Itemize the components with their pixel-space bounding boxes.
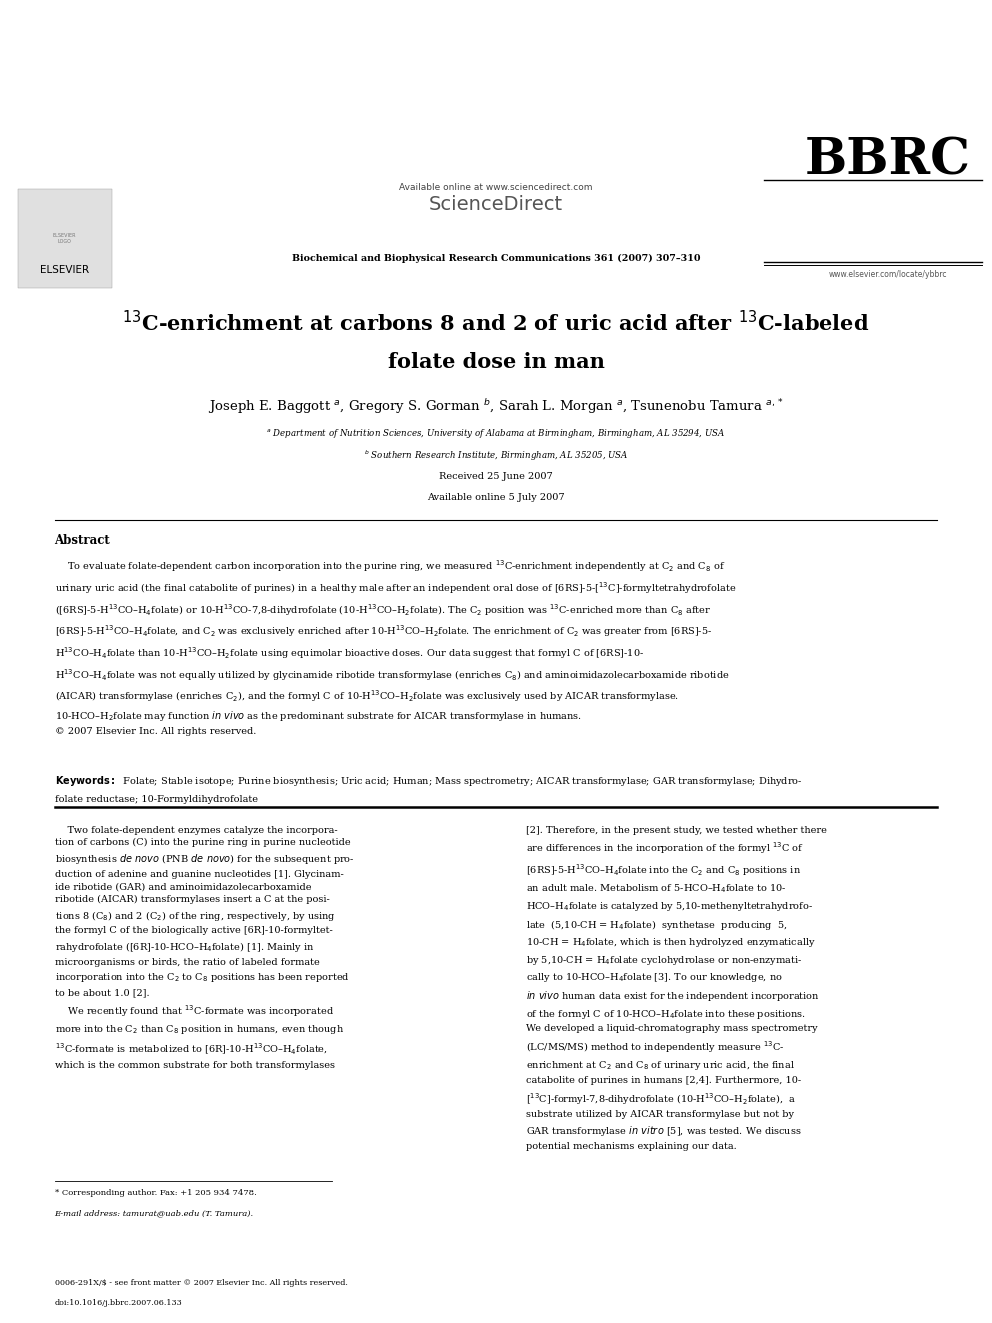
Text: doi:10.1016/j.bbrc.2007.06.133: doi:10.1016/j.bbrc.2007.06.133 [55,1299,183,1307]
Text: BBRC: BBRC [805,136,971,185]
Text: Biochemical and Biophysical Research Communications 361 (2007) 307–310: Biochemical and Biophysical Research Com… [292,254,700,263]
Text: ScienceDirect: ScienceDirect [429,196,563,214]
Text: www.elsevier.com/locate/ybbrc: www.elsevier.com/locate/ybbrc [828,270,947,279]
Text: $^{a}$ Department of Nutrition Sciences, University of Alabama at Birmingham, Bi: $^{a}$ Department of Nutrition Sciences,… [266,427,726,441]
Text: folate reductase; 10-Formyldihydrofolate: folate reductase; 10-Formyldihydrofolate [55,795,258,804]
Text: E-mail address: tamurat@uab.edu (T. Tamura).: E-mail address: tamurat@uab.edu (T. Tamu… [55,1209,254,1217]
Text: Joseph E. Baggott $^{a}$, Gregory S. Gorman $^{b}$, Sarah L. Morgan $^{a}$, Tsun: Joseph E. Baggott $^{a}$, Gregory S. Gor… [208,397,784,415]
Text: [2]. Therefore, in the present study, we tested whether there
are differences in: [2]. Therefore, in the present study, we… [526,826,826,1151]
Text: $^{b}$ Southern Research Institute, Birmingham, AL 35205, USA: $^{b}$ Southern Research Institute, Birm… [364,448,628,463]
Text: ELSEVIER: ELSEVIER [40,265,89,275]
Text: $\bf{Keywords:}$  Folate; Stable isotope; Purine biosynthesis; Uric acid; Human;: $\bf{Keywords:}$ Folate; Stable isotope;… [55,774,803,789]
Text: To evaluate folate-dependent carbon incorporation into the purine ring, we measu: To evaluate folate-dependent carbon inco… [55,558,736,736]
Text: folate dose in man: folate dose in man [388,352,604,372]
Text: ELSEVIER
LOGO: ELSEVIER LOGO [53,233,76,245]
Text: Received 25 June 2007: Received 25 June 2007 [439,472,553,482]
Text: $^{13}$C-enrichment at carbons 8 and 2 of uric acid after $^{13}$C-labeled: $^{13}$C-enrichment at carbons 8 and 2 o… [122,310,870,335]
Text: Available online at www.sciencedirect.com: Available online at www.sciencedirect.co… [399,183,593,192]
FancyBboxPatch shape [18,189,112,288]
Text: Available online 5 July 2007: Available online 5 July 2007 [428,493,564,503]
Text: 0006-291X/$ - see front matter © 2007 Elsevier Inc. All rights reserved.: 0006-291X/$ - see front matter © 2007 El… [55,1279,347,1287]
Text: Abstract: Abstract [55,534,110,548]
Text: Two folate-dependent enzymes catalyze the incorpora-
tion of carbons (C) into th: Two folate-dependent enzymes catalyze th… [55,826,354,1070]
Text: * Corresponding author. Fax: +1 205 934 7478.: * Corresponding author. Fax: +1 205 934 … [55,1189,256,1197]
